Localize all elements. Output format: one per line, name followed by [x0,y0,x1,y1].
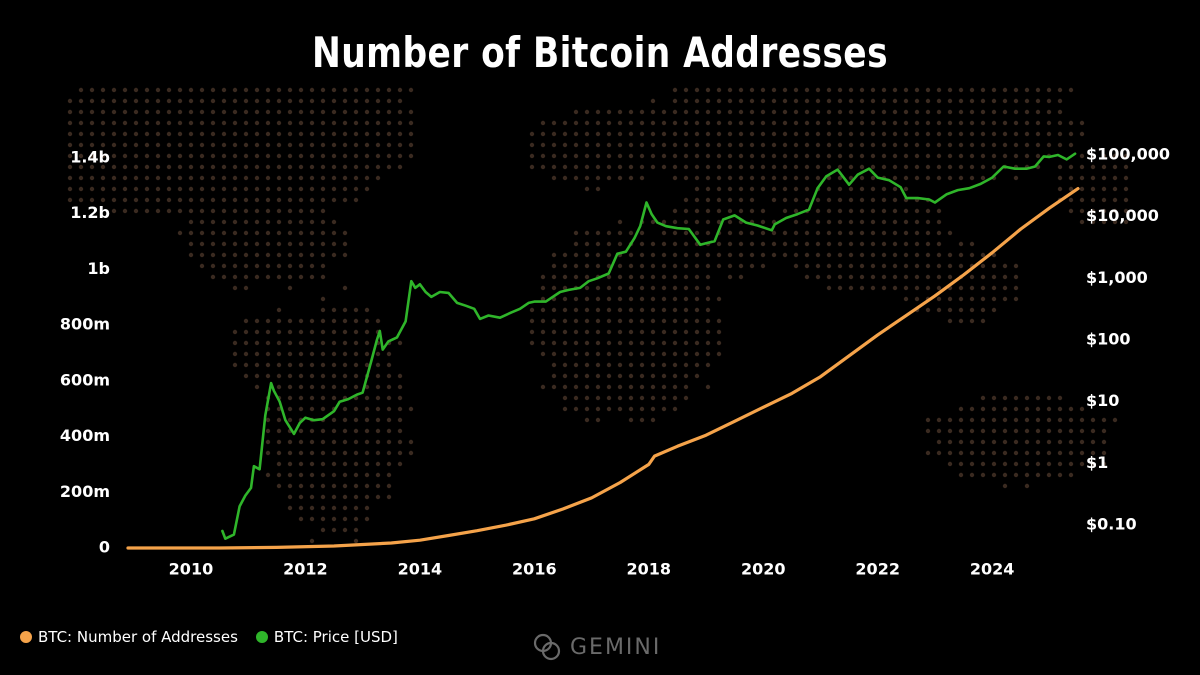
map-dots [67,87,1129,544]
legend-marker-addresses [20,631,32,643]
brand-logo: GEMINI [532,632,661,662]
right-tick-label: $1,000 [1086,268,1148,287]
series-layer [126,152,1080,550]
x-tick-label: 2012 [283,560,328,579]
gemini-logo-icon [533,633,561,661]
legend-label-addresses: BTC: Number of Addresses [38,628,238,646]
right-tick-label: $100,000 [1086,145,1170,164]
right-y-axis: $0.10 $1 $10 $100 $1,000 $10,000 $100,000 [1086,145,1170,534]
legend-marker-price [255,631,268,643]
legend-item-price: BTC: Price [USD] [255,628,398,646]
right-tick-label: $10,000 [1086,206,1159,225]
left-tick-label: 400m [60,426,110,445]
series-line-addresses [126,187,1080,550]
world-map-dot-background [67,87,1129,544]
x-tick-label: 2020 [741,560,786,579]
left-tick-label: 1.2b [70,203,110,222]
x-tick-label: 2010 [169,560,214,579]
chart-title: Number of Bitcoin Addresses [312,28,888,77]
left-y-axis: 0 200m 400m 600m 800m 1b 1.2b 1.4b [60,148,110,557]
brand-name: GEMINI [570,634,662,660]
x-tick-label: 2014 [398,560,443,579]
left-tick-label: 600m [60,370,110,389]
x-axis: 2010 2012 2014 2016 2018 2020 2022 2024 [169,560,1015,579]
left-tick-label: 1b [87,259,110,278]
right-tick-label: $100 [1086,330,1131,349]
left-tick-label: 200m [60,482,110,501]
right-tick-label: $0.10 [1086,515,1137,534]
legend-label-price: BTC: Price [USD] [273,628,398,646]
left-tick-label: 800m [60,315,110,334]
left-tick-label: 1.4b [70,148,110,167]
legend-item-addresses: BTC: Number of Addresses [20,628,238,646]
right-tick-label: $1 [1086,453,1108,472]
series-line-price [221,152,1077,540]
right-tick-label: $10 [1086,391,1119,410]
x-tick-label: 2018 [627,560,672,579]
legend: BTC: Number of Addresses BTC: Price [USD… [20,625,398,649]
left-tick-label: 0 [99,538,110,557]
x-tick-label: 2024 [970,560,1015,579]
x-tick-label: 2016 [512,560,557,579]
x-tick-label: 2022 [855,560,900,579]
